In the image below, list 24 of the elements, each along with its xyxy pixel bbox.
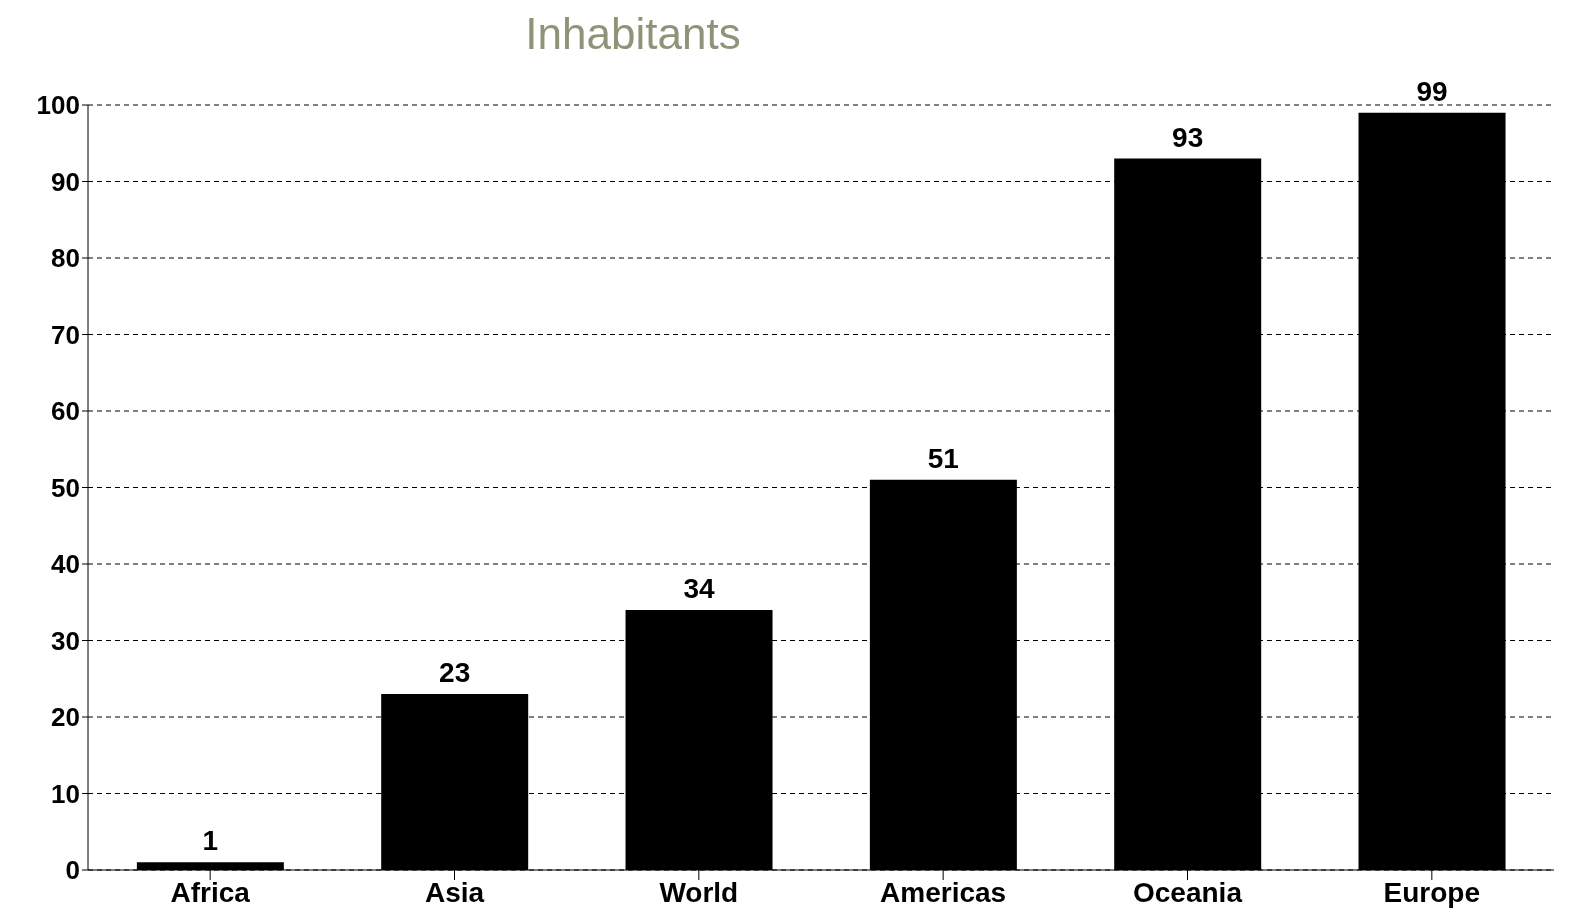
data-label: 51 (927, 442, 959, 474)
data-label: 99 (1416, 75, 1448, 107)
x-tick-label: Oceania (1133, 876, 1243, 908)
x-tick-label: Americas (880, 876, 1007, 908)
x-tick-label: Europe (1383, 876, 1481, 908)
y-tick-label: 80 (51, 243, 80, 274)
y-tick-label: 90 (51, 166, 80, 197)
data-label: 23 (439, 657, 471, 689)
y-tick-label: 0 (65, 855, 80, 886)
data-label: 93 (1172, 121, 1204, 153)
x-tick-label: Africa (170, 876, 251, 908)
y-tick-label: 70 (51, 319, 80, 350)
data-label: 34 (683, 572, 716, 604)
x-tick-label: Asia (424, 876, 485, 908)
y-tick-label: 100 (36, 90, 80, 121)
y-tick-label: 40 (51, 549, 80, 580)
y-tick-label: 50 (51, 472, 80, 503)
chart-title: Inhabitants (524, 8, 742, 60)
y-tick-label: 30 (51, 625, 80, 656)
y-tick-label: 60 (51, 396, 80, 427)
x-tick-label: World (659, 876, 739, 908)
y-tick-label: 10 (51, 778, 80, 809)
y-tick-label: 20 (51, 702, 80, 733)
data-label: 1 (202, 825, 219, 857)
